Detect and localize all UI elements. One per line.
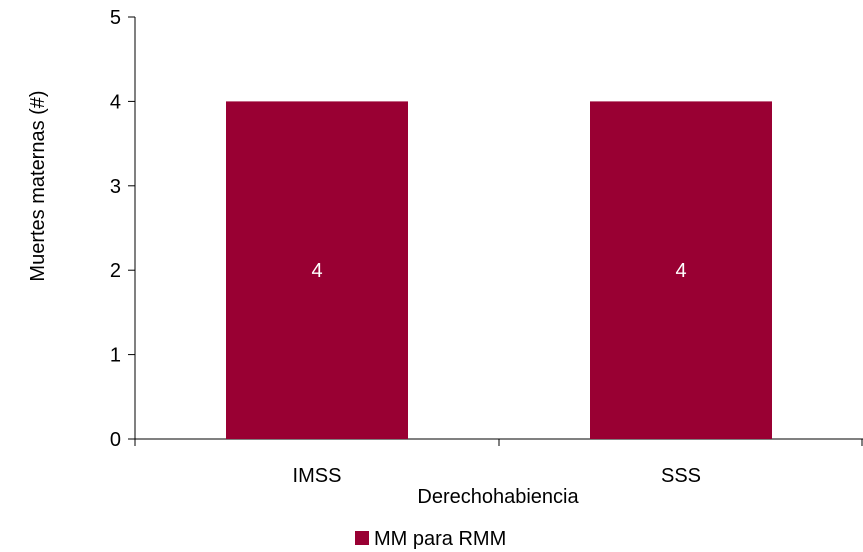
y-tick-label: 4 bbox=[110, 91, 121, 113]
x-tick-label-sss: SSS bbox=[661, 465, 701, 487]
legend: MM para RMM bbox=[355, 528, 506, 550]
data-label-imss: 4 bbox=[311, 260, 322, 282]
data-label-sss: 4 bbox=[675, 260, 686, 282]
y-tick-label: 5 bbox=[110, 7, 121, 29]
legend-swatch bbox=[355, 531, 369, 545]
y-tick-label: 1 bbox=[110, 345, 121, 367]
x-tick-label-imss: IMSS bbox=[293, 465, 342, 487]
x-axis: IMSS SSS bbox=[134, 438, 863, 487]
y-axis: 0 1 2 3 4 5 bbox=[110, 7, 136, 451]
y-tick-label: 0 bbox=[110, 429, 121, 451]
bars bbox=[226, 101, 772, 440]
y-tick-label: 2 bbox=[110, 260, 121, 282]
y-axis-title: Muertes maternas (#) bbox=[27, 90, 49, 281]
bar-sss bbox=[590, 101, 772, 440]
legend-label: MM para RMM bbox=[374, 528, 506, 550]
bar-imss bbox=[226, 101, 408, 440]
y-tick-label: 3 bbox=[110, 176, 121, 198]
x-axis-title: Derechohabiencia bbox=[417, 486, 579, 508]
